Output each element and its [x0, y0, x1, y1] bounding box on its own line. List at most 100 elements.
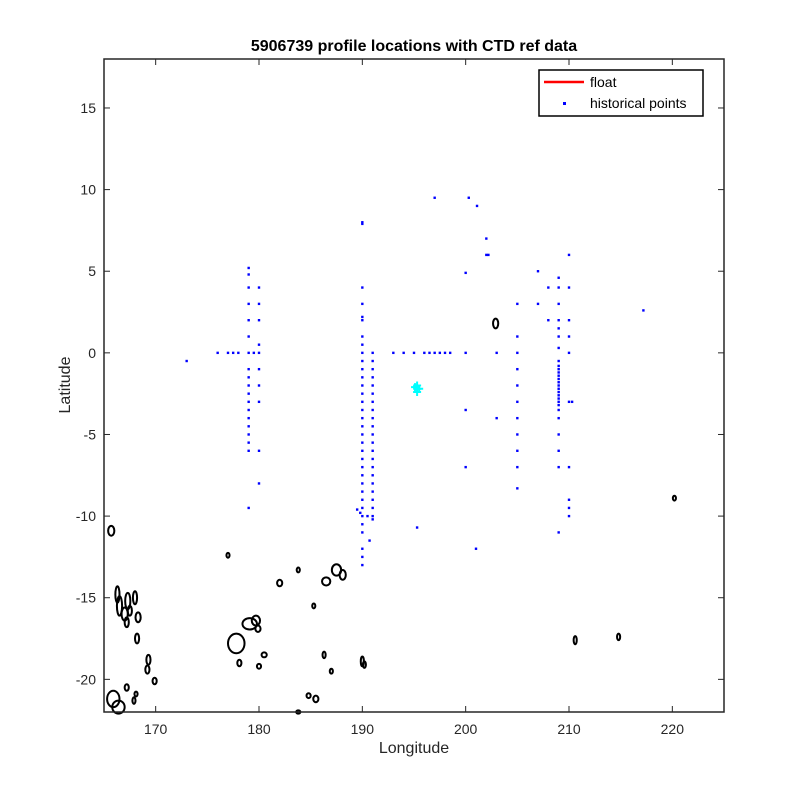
ticks-layer: 170 180 190 200 210 220 -20 -15 -10 -5 0 5 10 15 — [76, 59, 724, 737]
historical-point — [557, 327, 560, 330]
y-axis-label: Latitude — [57, 356, 74, 413]
historical-point — [216, 351, 219, 355]
historical-point — [361, 531, 364, 534]
historical-point — [257, 367, 261, 371]
historical-point — [371, 482, 374, 485]
historical-point — [231, 351, 235, 355]
historical-point — [361, 408, 364, 412]
coastline-island — [227, 632, 246, 655]
historical-point — [361, 449, 364, 452]
y-tick-label: 5 — [88, 263, 96, 279]
historical-point — [257, 400, 261, 404]
historical-point — [464, 271, 467, 275]
historical-point — [557, 381, 560, 384]
historical-point — [361, 222, 364, 226]
historical-point — [371, 425, 374, 428]
historical-point — [423, 351, 426, 355]
historical-point — [361, 465, 364, 469]
historical-point — [361, 367, 364, 371]
historical-point — [257, 302, 261, 306]
historical-point — [247, 449, 250, 452]
historical-point — [361, 433, 364, 436]
historical-point — [557, 319, 560, 322]
y-tick-label: 15 — [80, 100, 96, 116]
historical-point — [642, 309, 645, 312]
historical-point — [485, 237, 488, 240]
historical-point — [371, 408, 374, 412]
historical-point — [557, 364, 560, 368]
historical-point — [464, 408, 467, 412]
historical-point — [557, 465, 560, 469]
historical-point — [361, 425, 364, 428]
historical-point — [366, 514, 369, 518]
historical-point — [415, 526, 419, 529]
historical-point — [567, 465, 571, 469]
legend-box — [538, 69, 704, 117]
x-tick-label: 220 — [661, 721, 685, 737]
historical-point — [361, 286, 364, 289]
x-tick-label: 180 — [247, 721, 271, 737]
axes-box — [103, 58, 725, 713]
historical-point — [361, 335, 364, 338]
historical-point — [557, 286, 560, 289]
historical-point — [516, 433, 519, 436]
historical-point — [567, 335, 571, 338]
historical-point — [371, 400, 374, 404]
historical-point — [361, 498, 364, 501]
historical-point — [516, 367, 519, 371]
coastline-island — [107, 524, 116, 537]
historical-point — [557, 374, 560, 377]
historical-point — [237, 351, 240, 355]
historical-point — [438, 351, 442, 355]
historical-point — [257, 482, 261, 485]
historical-point — [487, 253, 490, 257]
historical-point — [557, 400, 560, 404]
historical-point — [247, 266, 250, 270]
historical-point — [516, 384, 519, 387]
historical-point — [516, 465, 519, 469]
x-tick-label: 190 — [351, 721, 375, 737]
historical-point — [361, 563, 364, 567]
historical-point — [371, 351, 374, 355]
historical-point — [361, 359, 364, 363]
historical-point — [474, 547, 478, 550]
historical-point — [557, 371, 560, 374]
y-tick-label: 0 — [88, 345, 96, 361]
coastline-island — [123, 616, 130, 629]
historical-point — [547, 319, 550, 322]
coastline-island — [572, 635, 578, 646]
historical-point — [247, 302, 250, 306]
coastline-island — [131, 590, 139, 606]
historical-point — [557, 433, 560, 436]
historical-point — [368, 539, 371, 542]
historical-point — [247, 433, 250, 436]
historical-point — [516, 487, 519, 490]
historical-point — [557, 302, 560, 306]
historical-point — [536, 302, 540, 306]
historical-point — [247, 441, 250, 444]
historical-point — [361, 392, 364, 395]
historical-point — [247, 319, 250, 322]
coastline-island — [133, 690, 139, 698]
historical-point — [371, 514, 374, 518]
historical-point — [567, 286, 571, 289]
coastline-island — [123, 683, 130, 692]
historical-point — [448, 351, 452, 355]
coastline-island — [115, 595, 124, 617]
historical-point — [516, 416, 519, 420]
historical-point — [536, 270, 540, 273]
coastline-island — [241, 617, 258, 631]
coastline-layer — [106, 317, 677, 715]
coastline-island — [616, 632, 622, 642]
historical-point — [371, 518, 374, 521]
historical-point — [361, 457, 364, 461]
historical-point — [371, 433, 374, 436]
historical-point — [361, 315, 364, 319]
historical-point — [402, 351, 405, 355]
profile-location-point — [411, 383, 420, 392]
historical-point — [516, 302, 519, 306]
coastline-island — [311, 602, 317, 610]
coastline-island — [131, 696, 137, 705]
historical-point — [371, 449, 374, 452]
